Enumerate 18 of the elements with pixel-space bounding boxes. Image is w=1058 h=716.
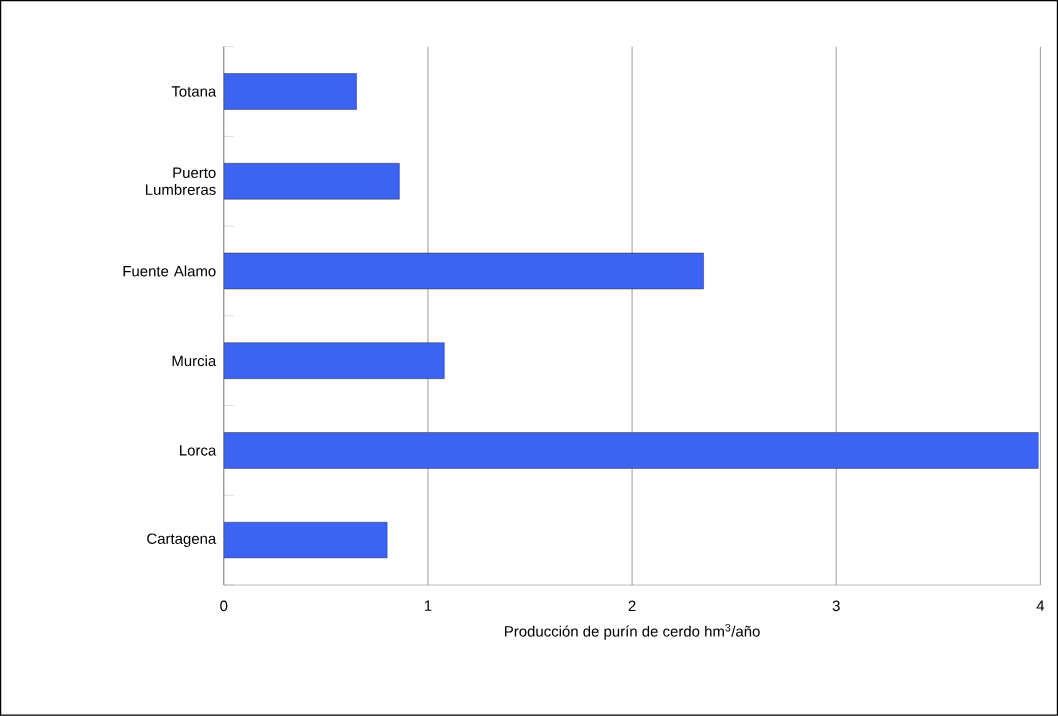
x-tick-label: 3	[832, 600, 840, 612]
y-tick-label: Lorca	[180, 445, 217, 456]
bar	[223, 73, 357, 110]
bar	[223, 252, 704, 290]
bar	[223, 522, 388, 559]
bar	[223, 163, 400, 200]
bar	[223, 432, 1039, 469]
y-tick-label: Puerto Lumbreras	[145, 167, 216, 196]
y-tick-label: Murcia	[172, 355, 217, 367]
bar	[223, 342, 445, 380]
x-tick-label: 4	[1036, 600, 1045, 611]
y-tick-label: Totana	[171, 86, 217, 97]
x-tick-label: 1	[424, 600, 432, 611]
x-tick-label: 0	[220, 600, 228, 612]
y-tick-label: Fuente Alamo	[123, 265, 216, 277]
x-tick-label: 2	[628, 600, 636, 612]
y-tick-label: Cartagena	[147, 533, 217, 548]
x-axis-title: Producción de purín de cerdo hm$^{3}$/año	[505, 624, 760, 640]
